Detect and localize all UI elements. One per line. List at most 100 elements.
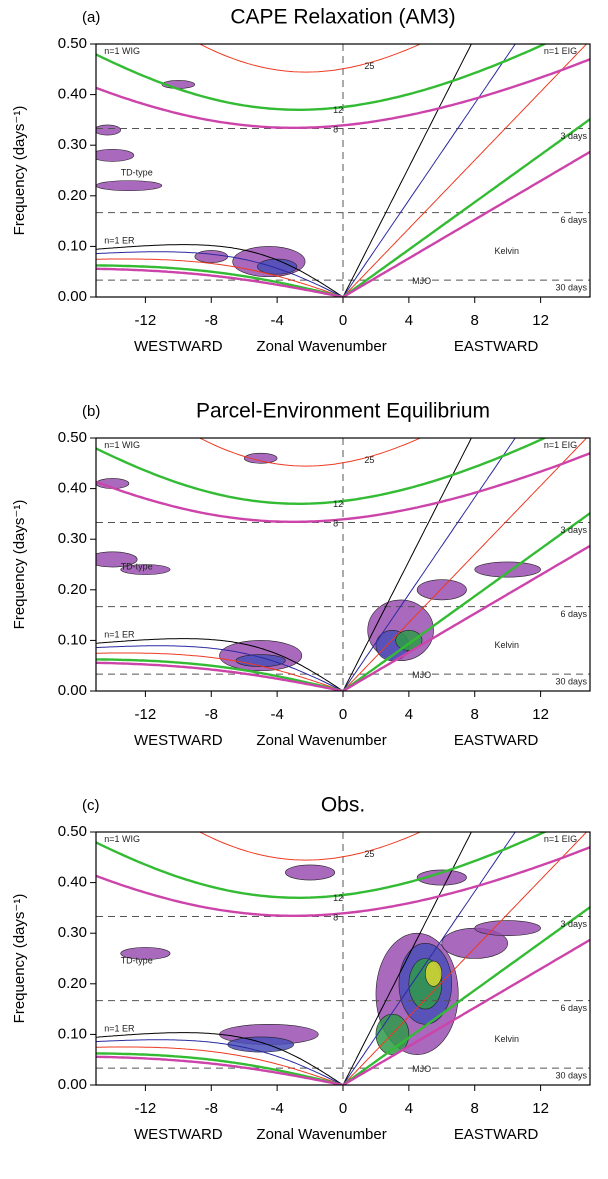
y-tick-label: 0.20 bbox=[58, 581, 87, 598]
ig-curve bbox=[198, 438, 422, 467]
x-tick-label: 12 bbox=[532, 1100, 549, 1117]
kelvin-curve bbox=[342, 150, 590, 297]
er-curve bbox=[96, 244, 344, 297]
x-left-label: WESTWARD bbox=[134, 732, 223, 749]
plot-area bbox=[96, 438, 590, 691]
power-contour bbox=[243, 452, 278, 464]
kelvin-curve bbox=[342, 438, 588, 691]
annotation: TD-type bbox=[121, 167, 153, 177]
annotation: 25 bbox=[364, 849, 374, 859]
power-contour bbox=[96, 124, 121, 136]
annotation: Kelvin bbox=[494, 246, 519, 256]
x-tick-label: -4 bbox=[270, 1100, 283, 1117]
x-left-label: WESTWARD bbox=[134, 1126, 223, 1143]
y-tick-label: 0.50 bbox=[58, 35, 87, 52]
panel-label: (c) bbox=[82, 797, 100, 814]
annotation: n=1 EIG bbox=[544, 440, 577, 450]
kelvin-curve bbox=[342, 544, 590, 691]
plot-area bbox=[96, 832, 590, 1085]
power-contour bbox=[474, 561, 541, 578]
y-tick-label: 0.00 bbox=[58, 1076, 87, 1093]
kelvin-curve bbox=[342, 44, 516, 297]
power-contour bbox=[416, 869, 467, 886]
er-curve bbox=[96, 258, 344, 297]
x-axis-label: Zonal Wavenumber bbox=[256, 1126, 386, 1143]
y-tick-label: 0.50 bbox=[58, 429, 87, 446]
panel: 3 days 6 days 30 days n=1 WIG n=1 EIG n=1 ER K… bbox=[11, 794, 591, 1143]
power-contour bbox=[96, 180, 163, 192]
x-tick-label: 8 bbox=[471, 1100, 479, 1117]
power-contour bbox=[257, 258, 298, 275]
x-tick-label: -4 bbox=[270, 312, 283, 329]
x-tick-label: -8 bbox=[205, 312, 218, 329]
annotation: n=1 WIG bbox=[104, 834, 140, 844]
annotation: MJO bbox=[412, 1064, 431, 1074]
x-tick-label: 8 bbox=[471, 706, 479, 723]
power-contour bbox=[395, 629, 423, 651]
kelvin-curve bbox=[342, 832, 516, 1085]
er-curve bbox=[96, 264, 344, 297]
annotation: 12 bbox=[333, 499, 343, 509]
y-tick-label: 0.40 bbox=[58, 86, 87, 103]
ig-curve bbox=[198, 832, 422, 861]
power-contour bbox=[96, 551, 138, 568]
kelvin-curve bbox=[342, 44, 472, 297]
annotation: n=1 EIG bbox=[544, 46, 577, 56]
er-curve bbox=[96, 652, 344, 691]
annotation: n=1 WIG bbox=[104, 440, 140, 450]
x-right-label: EASTWARD bbox=[454, 1126, 539, 1143]
er-curve bbox=[96, 1052, 344, 1085]
x-tick-label: 8 bbox=[471, 312, 479, 329]
x-axis-label: Zonal Wavenumber bbox=[256, 732, 386, 749]
er-curve bbox=[96, 638, 344, 691]
y-axis-label: Frequency (days⁻¹) bbox=[11, 894, 28, 1024]
annotation: TD-type bbox=[121, 955, 153, 965]
panel-label: (a) bbox=[82, 9, 100, 26]
plot-area bbox=[96, 44, 590, 297]
annotation: n=1 ER bbox=[104, 236, 135, 246]
kelvin-curve bbox=[342, 832, 472, 1085]
annotation: n=1 ER bbox=[104, 1024, 135, 1034]
x-tick-label: 4 bbox=[405, 312, 413, 329]
er-curve bbox=[96, 645, 344, 691]
kelvin-curve bbox=[342, 938, 590, 1085]
x-tick-label: 0 bbox=[339, 1100, 347, 1117]
panel-label: (b) bbox=[82, 403, 100, 420]
x-right-label: EASTWARD bbox=[454, 338, 539, 355]
y-axis-label: Frequency (days⁻¹) bbox=[11, 106, 28, 236]
y-axis-label: Frequency (days⁻¹) bbox=[11, 500, 28, 630]
x-left-label: WESTWARD bbox=[134, 338, 223, 355]
y-tick-label: 0.30 bbox=[58, 530, 87, 547]
period-label: 30 days bbox=[555, 283, 587, 293]
annotation: 12 bbox=[333, 105, 343, 115]
x-tick-label: -8 bbox=[205, 706, 218, 723]
ig-curve bbox=[96, 832, 548, 899]
y-tick-label: 0.30 bbox=[58, 136, 87, 153]
period-label: 30 days bbox=[555, 677, 587, 687]
period-label: 3 days bbox=[560, 919, 587, 929]
power-contour bbox=[194, 250, 229, 263]
y-tick-label: 0.50 bbox=[58, 823, 87, 840]
power-contour bbox=[235, 654, 286, 668]
panel-title: Parcel-Environment Equilibrium bbox=[196, 400, 490, 423]
annotation: Kelvin bbox=[494, 640, 519, 650]
y-tick-label: 0.10 bbox=[58, 237, 87, 254]
y-tick-label: 0.10 bbox=[58, 1025, 87, 1042]
y-tick-label: 0.00 bbox=[58, 682, 87, 699]
er-curve bbox=[96, 251, 344, 297]
x-tick-label: 12 bbox=[532, 312, 549, 329]
y-tick-label: 0.10 bbox=[58, 631, 87, 648]
y-tick-label: 0.40 bbox=[58, 480, 87, 497]
x-tick-label: -12 bbox=[135, 1100, 157, 1117]
er-curve bbox=[96, 658, 344, 691]
er-curve bbox=[96, 661, 344, 691]
ig-curve bbox=[96, 44, 548, 111]
period-label: 6 days bbox=[560, 609, 587, 619]
period-label: 3 days bbox=[560, 525, 587, 535]
ig-curve bbox=[96, 452, 590, 523]
annotation: 8 bbox=[333, 518, 338, 528]
er-curve bbox=[96, 1039, 344, 1085]
x-tick-label: -12 bbox=[135, 706, 157, 723]
panel-title: Obs. bbox=[321, 794, 365, 817]
